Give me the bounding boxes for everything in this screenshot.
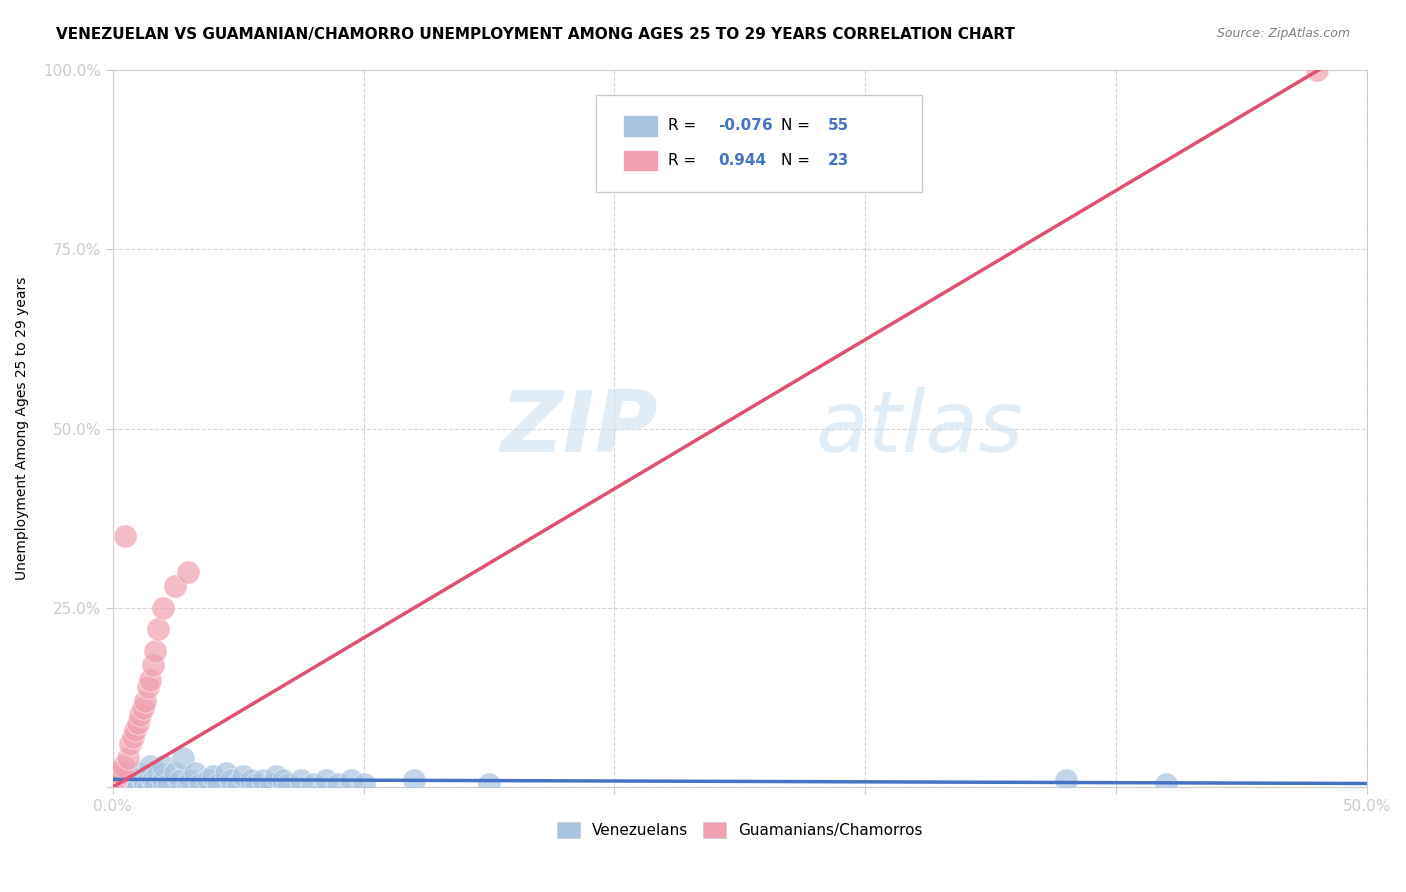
Text: 23: 23 — [828, 153, 849, 168]
Text: N =: N = — [782, 119, 815, 134]
Point — [169, 772, 191, 787]
Point — [214, 765, 236, 780]
Point — [142, 658, 165, 673]
Point — [152, 600, 174, 615]
Point — [101, 765, 124, 780]
Point — [264, 769, 287, 783]
Point — [328, 776, 350, 790]
Point — [107, 769, 129, 783]
Point — [165, 579, 187, 593]
FancyBboxPatch shape — [623, 115, 658, 136]
Point — [402, 772, 425, 787]
Text: Source: ZipAtlas.com: Source: ZipAtlas.com — [1216, 27, 1350, 40]
Point — [271, 772, 294, 787]
FancyBboxPatch shape — [596, 95, 921, 192]
Point — [1154, 776, 1177, 790]
Point — [197, 772, 219, 787]
Point — [219, 772, 242, 787]
Point — [207, 776, 229, 790]
Point — [124, 723, 146, 737]
Point — [111, 758, 134, 772]
Text: atlas: atlas — [815, 387, 1024, 470]
Point — [478, 776, 501, 790]
Legend: Venezuelans, Guamanians/Chamorros: Venezuelans, Guamanians/Chamorros — [551, 816, 929, 844]
Point — [121, 730, 143, 744]
Text: R =: R = — [668, 153, 706, 168]
Point — [110, 776, 132, 790]
Point — [114, 529, 136, 543]
Point — [136, 780, 159, 794]
Point — [111, 780, 134, 794]
Point — [107, 772, 129, 787]
Point — [290, 772, 312, 787]
Point — [139, 673, 162, 687]
Point — [143, 776, 166, 790]
Point — [226, 776, 249, 790]
Point — [132, 701, 155, 715]
Point — [152, 772, 174, 787]
Point — [277, 776, 299, 790]
Point — [127, 780, 149, 794]
Point — [232, 769, 254, 783]
Point — [124, 772, 146, 787]
Point — [172, 751, 194, 765]
Point — [239, 772, 262, 787]
Point — [120, 780, 142, 794]
Point — [353, 776, 375, 790]
Point — [340, 772, 363, 787]
Point — [110, 765, 132, 780]
Point — [139, 769, 162, 783]
Point — [156, 776, 179, 790]
Point — [152, 758, 174, 772]
Point — [142, 772, 165, 787]
Point — [117, 772, 139, 787]
Point — [146, 623, 169, 637]
Point — [121, 776, 143, 790]
Point — [104, 780, 127, 794]
Point — [252, 772, 274, 787]
Point — [143, 644, 166, 658]
Point — [177, 776, 200, 790]
Text: VENEZUELAN VS GUAMANIAN/CHAMORRO UNEMPLOYMENT AMONG AGES 25 TO 29 YEARS CORRELAT: VENEZUELAN VS GUAMANIAN/CHAMORRO UNEMPLO… — [56, 27, 1015, 42]
Point — [101, 776, 124, 790]
Point — [134, 694, 156, 708]
Point — [120, 737, 142, 751]
Point — [101, 780, 124, 794]
Point — [315, 772, 337, 787]
Point — [117, 751, 139, 765]
Point — [179, 772, 201, 787]
Text: R =: R = — [668, 119, 702, 134]
Point — [165, 765, 187, 780]
Point — [202, 769, 225, 783]
Point — [127, 715, 149, 730]
Point — [132, 772, 155, 787]
Point — [114, 765, 136, 780]
Point — [139, 758, 162, 772]
Point — [302, 776, 325, 790]
Point — [190, 776, 212, 790]
Point — [134, 776, 156, 790]
Text: 0.944: 0.944 — [718, 153, 766, 168]
Point — [177, 565, 200, 579]
Text: 55: 55 — [828, 119, 849, 134]
Text: -0.076: -0.076 — [718, 119, 773, 134]
Text: ZIP: ZIP — [501, 387, 658, 470]
Point — [260, 776, 283, 790]
Point — [245, 776, 267, 790]
Y-axis label: Unemployment Among Ages 25 to 29 years: Unemployment Among Ages 25 to 29 years — [15, 277, 30, 581]
Point — [127, 765, 149, 780]
Point — [136, 680, 159, 694]
Point — [129, 708, 152, 723]
Point — [1054, 772, 1077, 787]
Point — [1305, 63, 1327, 78]
Text: N =: N = — [782, 153, 815, 168]
Point — [184, 765, 207, 780]
Point — [146, 765, 169, 780]
FancyBboxPatch shape — [623, 150, 658, 171]
Point — [104, 772, 127, 787]
